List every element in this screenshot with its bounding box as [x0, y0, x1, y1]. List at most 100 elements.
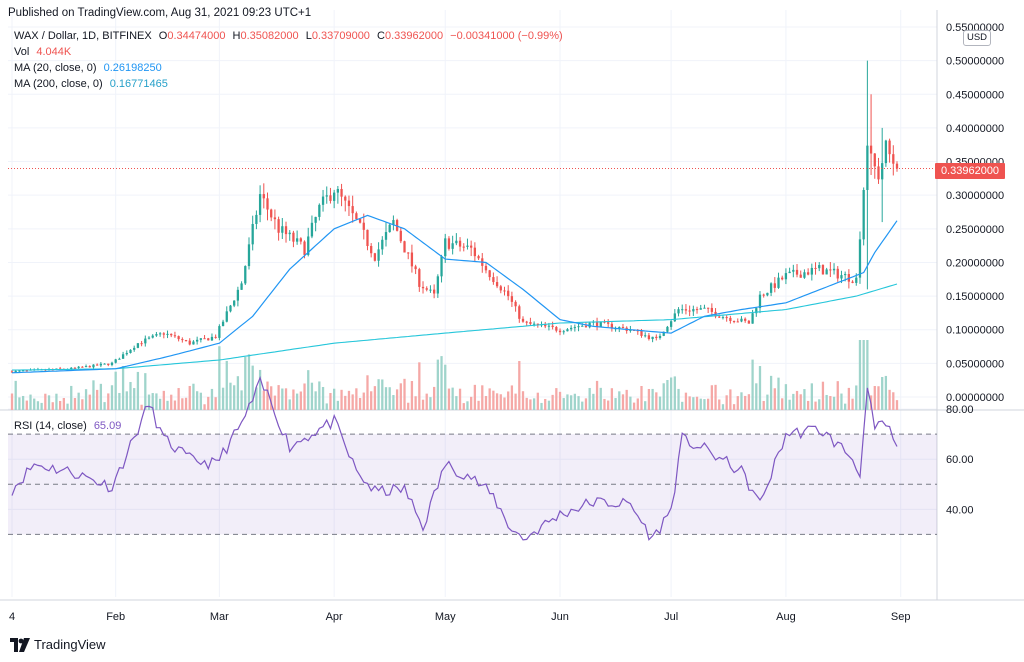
- candle-body: [399, 230, 402, 242]
- ma20-label[interactable]: MA (20, close, 0): [14, 62, 97, 74]
- volume-bar: [888, 389, 891, 410]
- currency-button[interactable]: USD: [963, 30, 991, 46]
- volume-bar: [799, 394, 802, 410]
- close-value: 0.33962000: [384, 30, 444, 42]
- candle-body: [214, 336, 217, 338]
- candle-body: [825, 269, 828, 275]
- volume-bar: [725, 395, 728, 410]
- candle-body: [125, 352, 128, 355]
- volume-bar: [140, 404, 143, 410]
- rsi-tick-label: 40.00: [946, 504, 974, 516]
- volume-bar: [621, 394, 625, 410]
- candle-body: [395, 220, 399, 231]
- volume-bar: [644, 401, 647, 410]
- ma20-line: [11, 214, 898, 374]
- volume-bar: [240, 390, 243, 410]
- rsi-axis: 80.00 60.00 40.00: [946, 404, 974, 516]
- volume-bar: [310, 382, 314, 410]
- volume-bar: [762, 400, 765, 410]
- volume-bar: [381, 379, 384, 410]
- volume-bar: [536, 392, 539, 410]
- volume-bar: [418, 362, 421, 410]
- volume-bar: [625, 389, 628, 410]
- candle-body: [747, 320, 751, 324]
- candle-body: [621, 326, 625, 328]
- candle-body: [425, 288, 428, 290]
- candle-body: [451, 243, 454, 249]
- candle-body: [581, 325, 584, 327]
- candle-body: [136, 343, 140, 348]
- candle-body: [607, 322, 610, 324]
- volume-bar: [273, 395, 277, 410]
- volume-bar: [562, 398, 565, 410]
- candle-body: [595, 321, 599, 327]
- volume-bar: [881, 377, 884, 410]
- volume-bar: [388, 387, 391, 410]
- ma20-legend: MA (20, close, 0) 0.26198250: [14, 62, 166, 74]
- volume-bar: [192, 383, 195, 410]
- volume-label[interactable]: Vol: [14, 46, 30, 58]
- time-tick-label: Aug: [776, 611, 796, 623]
- volume-bar: [669, 377, 673, 410]
- candle-body: [151, 335, 154, 338]
- candle-body: [795, 269, 799, 275]
- candle-body: [862, 190, 865, 240]
- volume-bar: [758, 366, 762, 410]
- volume-bar: [147, 394, 151, 410]
- candle-body: [114, 359, 117, 363]
- volume-bar: [473, 384, 477, 410]
- ma200-label[interactable]: MA (200, close, 0): [14, 78, 103, 90]
- volume-bar: [573, 393, 576, 410]
- volume-bar: [284, 388, 288, 410]
- volume-bar: [410, 381, 414, 410]
- volume-bar: [810, 383, 813, 410]
- candle-body: [521, 318, 525, 322]
- volume-bar: [732, 404, 736, 410]
- volume-bar: [429, 397, 432, 410]
- candle-body: [655, 336, 658, 339]
- candle-body: [440, 256, 443, 277]
- volume-bar: [821, 381, 825, 410]
- volume-bar: [866, 340, 869, 410]
- candle-body: [869, 145, 873, 154]
- volume-bar: [136, 371, 140, 410]
- candle-body: [181, 339, 184, 341]
- volume-bar: [114, 371, 117, 410]
- volume-bar: [751, 359, 754, 410]
- candle-body: [358, 219, 362, 223]
- symbol-label[interactable]: WAX / Dollar, 1D, BITFINEX: [14, 30, 152, 42]
- volume-bar: [832, 396, 836, 410]
- candle-body: [873, 153, 876, 167]
- volume-bar: [555, 388, 558, 410]
- volume-bar: [558, 391, 562, 410]
- candle-body: [488, 270, 491, 278]
- low-label: L: [305, 30, 312, 42]
- candle-body: [762, 294, 765, 296]
- volume-bar: [895, 400, 899, 410]
- candle-body: [536, 323, 539, 325]
- rsi-label[interactable]: RSI (14, close): [14, 420, 87, 432]
- volume-bar: [547, 400, 551, 410]
- candle-body: [70, 367, 73, 370]
- candle-body: [851, 281, 854, 283]
- candle-body: [507, 290, 510, 297]
- volume-bar: [458, 388, 462, 410]
- candle-body: [236, 289, 240, 301]
- volume-bar: [436, 359, 439, 410]
- volume-bar: [214, 397, 217, 410]
- price-tick-label: 0.45000000: [946, 89, 1004, 101]
- candle-body: [21, 370, 25, 372]
- volume-bar: [847, 387, 851, 410]
- volume-bar: [107, 393, 110, 410]
- candle-body: [499, 286, 502, 291]
- candle-body: [514, 301, 517, 307]
- volume-bar: [677, 388, 680, 410]
- volume-bar: [603, 398, 606, 410]
- candle-body: [310, 222, 314, 237]
- candle-body: [366, 229, 369, 247]
- candle-body: [684, 309, 688, 311]
- volume-bar: [155, 393, 158, 410]
- volume-bar: [521, 391, 525, 410]
- volume-bar: [88, 394, 91, 410]
- tradingview-logo[interactable]: TradingView: [10, 637, 106, 652]
